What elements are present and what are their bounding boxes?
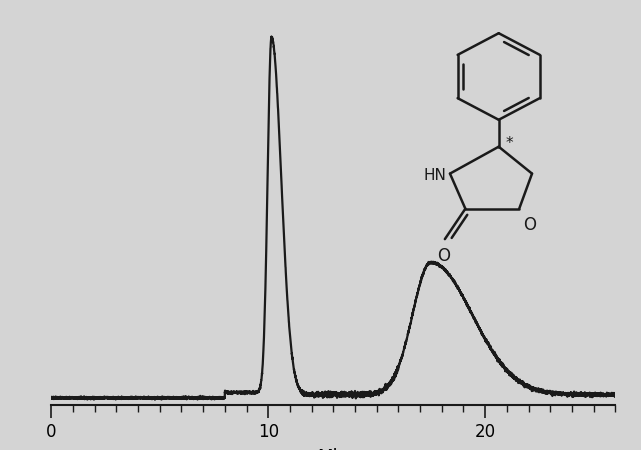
Text: O: O (523, 216, 536, 234)
Text: *: * (506, 136, 513, 151)
X-axis label: Min: Min (317, 448, 349, 450)
Text: O: O (437, 248, 450, 266)
Text: HN: HN (423, 168, 446, 184)
